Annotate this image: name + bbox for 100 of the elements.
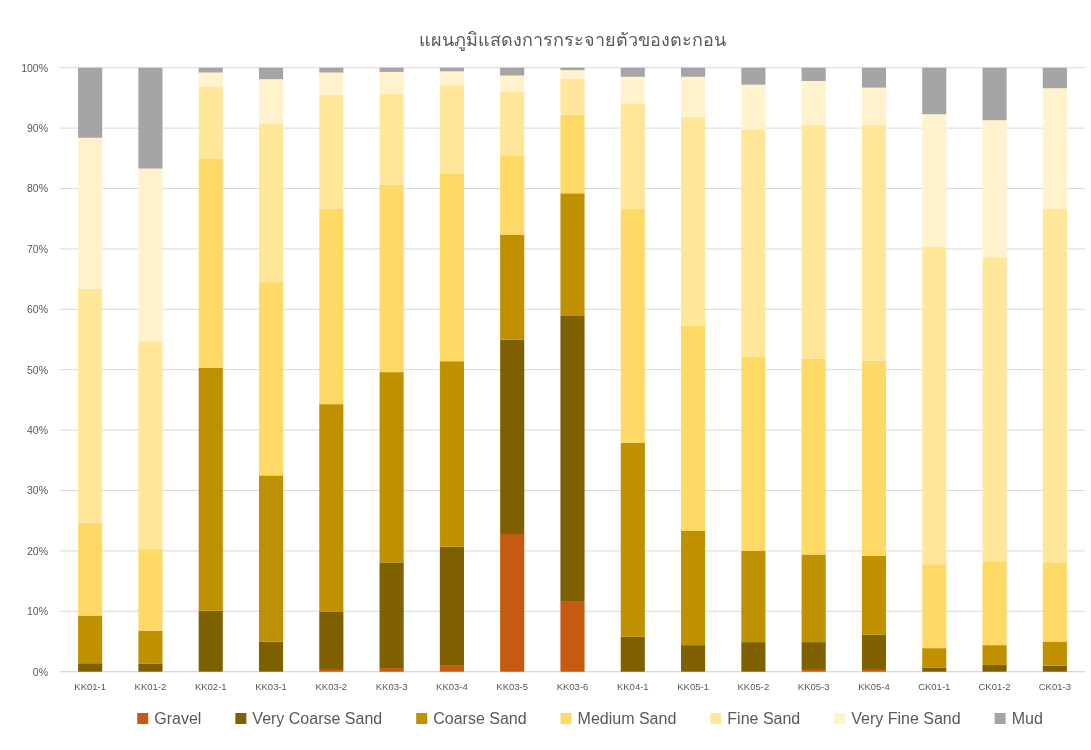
bar [741, 642, 766, 672]
bar [922, 247, 947, 565]
bar [500, 75, 525, 92]
bar [560, 193, 585, 316]
bar [922, 667, 947, 672]
y-tick-label: 60% [26, 303, 48, 316]
bar [1042, 88, 1067, 210]
bar [1042, 209, 1067, 563]
bar [741, 84, 766, 130]
bar [1042, 67, 1067, 89]
bar [801, 80, 826, 126]
bar [560, 114, 585, 194]
bar [258, 641, 284, 672]
x-tick-label: KK04-1 [616, 681, 649, 692]
legend-label: Gravel [154, 710, 202, 727]
y-tick-label: 70% [26, 242, 48, 255]
bar [620, 76, 645, 104]
bar [861, 634, 887, 670]
bar [439, 546, 464, 666]
x-tick-label: KK03-3 [375, 681, 408, 692]
bar [982, 645, 1007, 666]
bar [922, 564, 947, 649]
x-tick-label: KK03-4 [436, 681, 468, 692]
bar [560, 315, 585, 602]
bar [379, 71, 404, 94]
bar [78, 663, 103, 672]
bar [258, 123, 284, 283]
bar [861, 87, 887, 126]
bar [922, 648, 947, 668]
bar [620, 442, 645, 637]
bar [1042, 665, 1067, 672]
bar [922, 67, 947, 115]
x-tick-label: CK01-2 [978, 681, 1011, 692]
bar [560, 601, 585, 672]
bar [198, 367, 223, 611]
bar [681, 530, 706, 646]
bar [138, 168, 163, 342]
y-tick-label: 10% [26, 605, 48, 618]
y-tick-label: 30% [26, 484, 48, 497]
bar [1042, 562, 1067, 642]
bar [138, 341, 163, 550]
bar [138, 663, 163, 672]
x-tick-label: CK01-3 [1038, 681, 1071, 692]
bar [982, 257, 1007, 562]
bar [78, 288, 103, 523]
x-tick-label: KK01-1 [74, 681, 106, 692]
bar [198, 610, 223, 672]
bar [78, 615, 103, 664]
y-tick-label: 80% [26, 182, 48, 195]
bar [801, 358, 826, 555]
bar [500, 67, 525, 76]
bar [741, 357, 766, 551]
bar [78, 522, 103, 616]
bar [1042, 641, 1067, 666]
bar [681, 116, 706, 326]
bar [801, 67, 826, 81]
bar [319, 94, 344, 209]
bar [319, 404, 344, 612]
bar [500, 155, 525, 236]
bar [439, 71, 464, 86]
bar [620, 209, 645, 443]
x-tick-label: KK03-1 [255, 681, 287, 692]
x-tick-label: KK02-1 [194, 681, 227, 692]
bar [861, 360, 887, 556]
bar [138, 630, 163, 664]
bar [319, 67, 344, 73]
bar [741, 550, 766, 643]
y-tick-label: 0% [32, 665, 48, 678]
bar [319, 72, 344, 95]
bar [500, 91, 525, 156]
bar [801, 125, 826, 359]
bar [560, 78, 585, 115]
bar [741, 129, 766, 358]
bar [982, 561, 1007, 646]
bar [681, 325, 706, 531]
bar [258, 67, 284, 80]
bar [379, 372, 404, 563]
bar [198, 72, 223, 87]
bar [379, 668, 404, 672]
bar [198, 67, 223, 73]
bar [138, 67, 163, 169]
y-tick-label: 50% [26, 363, 48, 376]
x-tick-label: KK03-2 [315, 681, 348, 692]
bar [379, 562, 404, 669]
bar [861, 555, 887, 635]
bar [198, 158, 223, 368]
bar [861, 67, 887, 88]
bar [439, 665, 464, 672]
x-tick-label: KK05-2 [737, 681, 770, 692]
bar [801, 554, 826, 643]
bar [681, 67, 706, 77]
legend-label: Fine Sand [727, 710, 801, 727]
bar [982, 67, 1007, 121]
bar [319, 611, 344, 670]
bar [198, 86, 223, 159]
bar [439, 173, 464, 362]
bar [741, 67, 766, 85]
bar [439, 85, 464, 174]
bar [258, 79, 284, 124]
bar [681, 76, 706, 117]
